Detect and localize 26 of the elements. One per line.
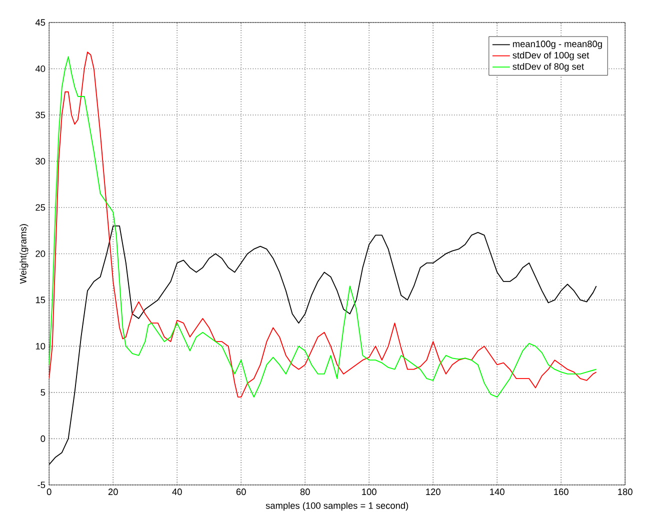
y-tick-label: 5 (40, 389, 46, 396)
x-tick-label: 0 (46, 488, 52, 496)
x-tick-label: 80 (300, 488, 310, 496)
y-tick-label: -5 (38, 482, 46, 488)
x-tick-label: 160 (554, 488, 568, 496)
legend-label: stdDev of 100g set (512, 52, 590, 60)
y-tick-label: 30 (36, 158, 46, 165)
y-tick-label: 10 (36, 343, 46, 350)
x-tick-label: 120 (426, 488, 440, 496)
y-tick-label: 35 (36, 112, 46, 118)
x-tick-label: 100 (362, 488, 376, 496)
x-tick-label: 60 (236, 488, 246, 496)
legend-label: stdDev of 80g set (512, 63, 584, 72)
y-tick-label: 40 (35, 66, 46, 72)
y-tick-label: 45 (35, 19, 46, 26)
y-tick-label: 25 (36, 204, 46, 211)
x-axis-title: samples (100 samples = 1 second) (266, 502, 408, 511)
x-tick-label: 20 (108, 488, 118, 496)
x-tick-label: 40 (172, 488, 182, 496)
x-tick-label: 180 (618, 488, 632, 496)
y-tick-label: 15 (36, 296, 46, 304)
y-axis-title: Weight(grams) (20, 224, 28, 284)
x-tick-label: 140 (490, 488, 504, 496)
legend-label: mean100g - mean80g (513, 40, 602, 50)
y-tick-label: 20 (36, 250, 46, 258)
y-tick-label: 0 (40, 435, 46, 442)
